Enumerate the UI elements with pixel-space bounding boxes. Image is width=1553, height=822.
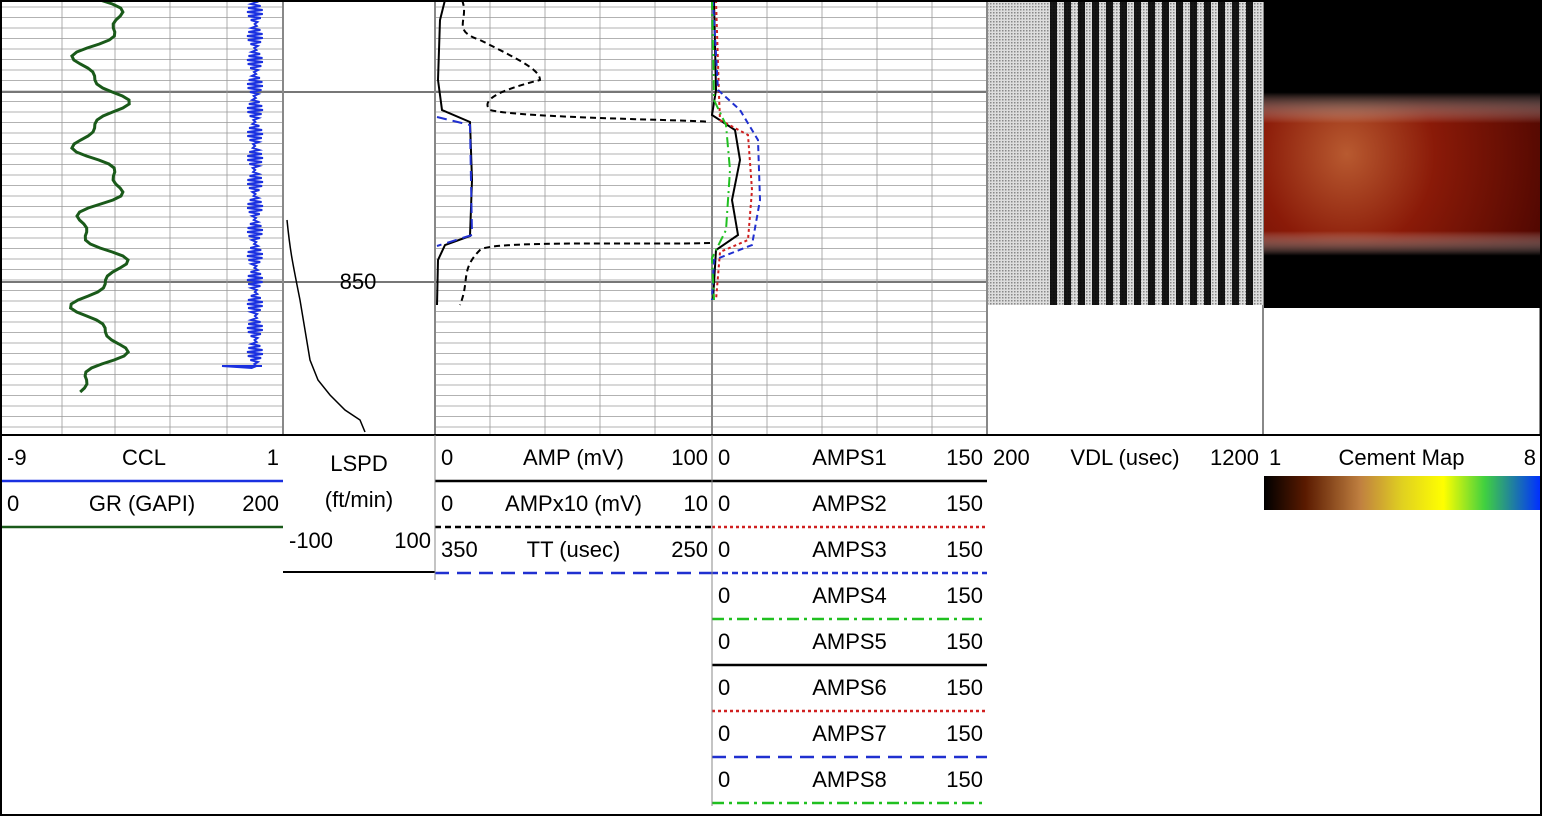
curve-min: -9 — [7, 445, 27, 470]
curve-max: 150 — [946, 491, 983, 516]
curve-max: 100 — [394, 528, 431, 553]
curve-name: LSPD — [330, 451, 387, 476]
curve-name: AMPS1 — [812, 445, 887, 470]
curve-min: 0 — [441, 491, 453, 516]
curve-max: 100 — [671, 445, 708, 470]
curve-min: 0 — [7, 491, 19, 516]
curve-max: 150 — [946, 721, 983, 746]
curve-min: 0 — [718, 537, 730, 562]
curve-max: 150 — [946, 445, 983, 470]
curve-name: AMPS6 — [812, 675, 887, 700]
gr-curve — [221, 0, 264, 370]
curve-max: 150 — [946, 537, 983, 562]
curve-name: AMPS4 — [812, 583, 887, 608]
curve-min: 0 — [718, 491, 730, 516]
curves — [68, 0, 762, 433]
curve-min: 350 — [441, 537, 478, 562]
curve-max: 150 — [946, 629, 983, 654]
curve-min: 0 — [718, 721, 730, 746]
curve-name: AMPS2 — [812, 491, 887, 516]
curve-name: VDL (usec) — [1070, 445, 1179, 470]
curve-max: 150 — [946, 767, 983, 792]
curve-name: AMPS5 — [812, 629, 887, 654]
curve-name: AMPx10 (mV) — [505, 491, 642, 516]
curve-name: Cement Map — [1339, 445, 1465, 470]
curve-min: 0 — [718, 767, 730, 792]
curve-name: CCL — [122, 445, 166, 470]
curve-name: AMPS3 — [812, 537, 887, 562]
curve-min: 1 — [1269, 445, 1281, 470]
cement-map-shade — [1264, 0, 1540, 308]
amps5-curve — [710, 0, 742, 301]
ampx10-curve — [459, 0, 711, 306]
curve-name: AMPS8 — [812, 767, 887, 792]
curve-max: 1 — [267, 445, 279, 470]
cement-color-bar — [1264, 476, 1540, 510]
curve-max: 10 — [684, 491, 708, 516]
curve-name: AMPS7 — [812, 721, 887, 746]
vdl-image — [1045, 0, 1260, 305]
amps2-curve — [715, 0, 754, 301]
curve-max: 1200 — [1210, 445, 1259, 470]
curve-max: 200 — [242, 491, 279, 516]
amps3-curve — [711, 0, 762, 301]
curve-min: 200 — [993, 445, 1030, 470]
amp-curve — [436, 0, 474, 306]
curve-max: 150 — [946, 583, 983, 608]
lspd-curve — [286, 219, 366, 433]
curve-min: 0 — [718, 629, 730, 654]
depth-label: 850 — [340, 269, 377, 294]
curve-max: 150 — [946, 675, 983, 700]
curve-name: GR (GAPI) — [89, 491, 195, 516]
curve-min: 0 — [718, 583, 730, 608]
ccl-curve — [68, 0, 131, 394]
curve-min: 0 — [718, 445, 730, 470]
curve-name: AMP (mV) — [523, 445, 624, 470]
curve-name: TT (usec) — [527, 537, 621, 562]
curve-name: (ft/min) — [325, 487, 393, 512]
tt-curve — [436, 116, 474, 247]
amps4-curve — [710, 0, 732, 301]
curve-min: 0 — [718, 675, 730, 700]
curve-min: -100 — [289, 528, 333, 553]
curve-max: 250 — [671, 537, 708, 562]
curve-min: 0 — [441, 445, 453, 470]
curve-max: 8 — [1524, 445, 1536, 470]
